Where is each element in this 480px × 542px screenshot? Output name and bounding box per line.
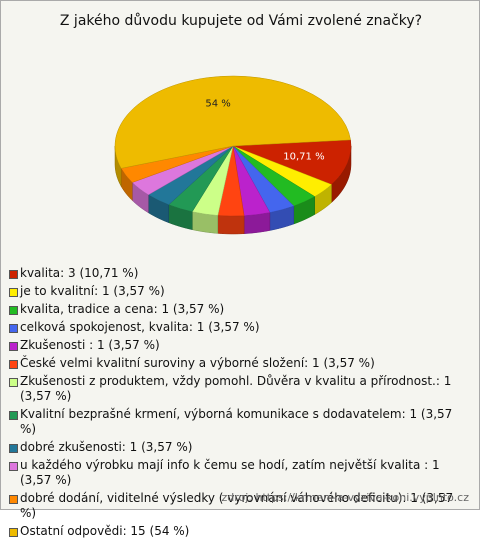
legend-label: celková spokojenost, kvalita: 1 (3,57 %) [20, 320, 260, 334]
pie: 10,71 % 54 % [114, 75, 352, 235]
legend-swatch [9, 360, 18, 369]
data-label: 54 % [205, 99, 230, 110]
legend-swatch [9, 270, 18, 279]
legend-item: celková spokojenost, kvalita: 1 (3,57 %) [9, 320, 471, 335]
legend-swatch [9, 288, 18, 297]
legend-label: Zkušenosti : 1 (3,57 %) [20, 338, 160, 352]
slice [114, 75, 351, 169]
chart-title: Z jakého důvodu kupujete od Vámi zvolené… [60, 13, 422, 29]
legend-swatch [9, 462, 18, 471]
legend-label: Zkušenosti z produktem, vždy pomohl. Dův… [20, 374, 452, 403]
legend-item: České velmi kvalitní suroviny a výborné … [9, 356, 471, 371]
data-label: 10,71 % [283, 152, 324, 163]
legend-item: Ostatní odpovědi: 15 (54 %) [9, 524, 471, 539]
slice-side [217, 215, 245, 235]
legend-swatch [9, 342, 18, 351]
legend-item: u každého výrobku mají info k čemu se ho… [9, 458, 471, 488]
legend-item: kvalita: 3 (10,71 %) [9, 266, 471, 281]
legend-swatch [9, 495, 18, 504]
legend-swatch [9, 411, 18, 420]
legend-item: kvalita, tradice a cena: 1 (3,57 %) [9, 302, 471, 317]
legend-item: Kvalitní bezprašné krmení, výborná komun… [9, 407, 471, 437]
legend-label: Kvalitní bezprašné krmení, výborná komun… [20, 407, 453, 436]
source: zdroj: https://krmeni-a-vyziva-koni.vypl… [221, 491, 469, 504]
legend-item: Zkušenosti : 1 (3,57 %) [9, 338, 471, 353]
legend-label: je to kvalitní: 1 (3,57 %) [20, 284, 165, 298]
legend-label: Ostatní odpovědi: 15 (54 %) [20, 524, 190, 538]
legend-label: kvalita: 3 (10,71 %) [20, 266, 139, 280]
legend-item: je to kvalitní: 1 (3,57 %) [9, 284, 471, 299]
legend-swatch [9, 306, 18, 315]
legend-label: dobré zkušenosti: 1 (3,57 %) [20, 440, 193, 454]
legend-swatch [9, 378, 18, 387]
legend-swatch [9, 324, 18, 333]
legend-item: Zkušenosti z produktem, vždy pomohl. Dův… [9, 374, 471, 404]
slice [232, 139, 352, 185]
chart: Z jakého důvodu kupujete od Vámi zvolené… [60, 13, 422, 235]
legend-item: dobré zkušenosti: 1 (3,57 %) [9, 440, 471, 455]
legend-swatch [9, 528, 18, 537]
legend-swatch [9, 444, 18, 453]
legend-label: u každého výrobku mají info k čemu se ho… [20, 458, 440, 487]
legend-label: kvalita, tradice a cena: 1 (3,57 %) [20, 302, 225, 316]
legend-label: České velmi kvalitní suroviny a výborné … [20, 356, 375, 370]
